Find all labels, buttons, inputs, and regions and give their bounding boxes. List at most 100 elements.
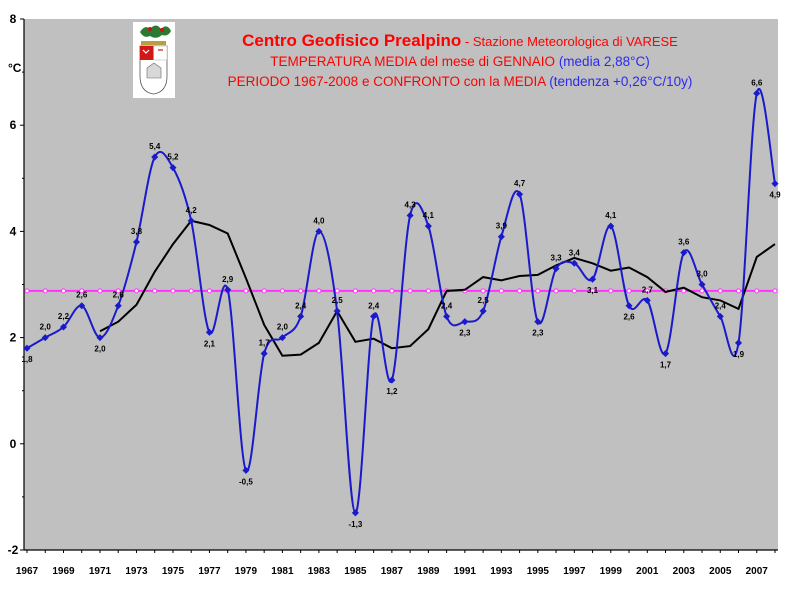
mean-point	[608, 288, 614, 294]
mean-point	[681, 288, 687, 294]
x-tick-label: 2003	[673, 566, 696, 577]
temperature-point	[406, 211, 414, 220]
data-label: 4,3	[405, 200, 417, 209]
data-label: 2,6	[113, 291, 125, 300]
x-tick-label: 1995	[527, 566, 550, 577]
mean-point	[170, 288, 176, 294]
data-label: -0,5	[239, 477, 253, 486]
title-line3-main: PERIODO 1967-2008 e CONFRONTO con la MED…	[228, 74, 550, 89]
data-label: 3,9	[496, 222, 508, 231]
x-tick-label: 2001	[636, 566, 659, 577]
title-line1-bold: Centro Geofisico Prealpino	[242, 31, 461, 50]
mean-point	[736, 288, 742, 294]
data-label: 2,2	[58, 312, 70, 321]
data-label: 2,0	[40, 323, 52, 332]
chart-subtitle-1: TEMPERATURA MEDIA del mese di GENNAIO (m…	[270, 54, 650, 69]
temperature-point	[41, 334, 49, 342]
data-label: 1,2	[386, 387, 398, 396]
mean-point	[261, 288, 267, 294]
data-label: 2,9	[222, 275, 234, 284]
data-label: 3,4	[569, 248, 581, 257]
temperature-point	[443, 312, 451, 320]
x-tick-label: 1973	[125, 566, 148, 577]
mean-point	[553, 288, 559, 294]
data-label: 4,0	[313, 216, 325, 225]
mean-point	[152, 288, 158, 294]
temperature-point	[132, 238, 140, 246]
temperature-point	[205, 328, 213, 336]
y-tick-label: 0	[10, 437, 17, 451]
mean-point	[243, 288, 249, 294]
x-tick-label: 1987	[381, 566, 404, 577]
x-tick-label: 1999	[600, 566, 623, 577]
coat-of-arms-logo	[133, 22, 175, 98]
temperature-point	[753, 89, 761, 97]
mean-point	[371, 288, 377, 294]
temperature-point	[497, 233, 505, 241]
data-label: 2,6	[623, 313, 635, 322]
temperature-point	[534, 318, 542, 326]
y-tick-label: 2	[10, 331, 17, 345]
data-labels: 1,8 2,0 2,2 2,6 2,0 2,6 3,8 5,4 5,2 4,2 2,1 2,9 -0,5…	[21, 78, 781, 528]
temperature-point	[479, 307, 487, 315]
title-line3-paren: (tendenza +0,26°C/10y)	[549, 74, 692, 89]
series	[23, 88, 779, 517]
data-label: 1,9	[733, 350, 745, 359]
data-label: 2,5	[332, 296, 344, 305]
mean-point	[772, 288, 778, 294]
mean-point	[133, 288, 139, 294]
mean-point	[480, 288, 486, 294]
moving-average-line	[99, 219, 776, 357]
temperature-point	[716, 312, 724, 320]
title-line2-main: TEMPERATURA MEDIA del mese di GENNAIO	[270, 54, 559, 69]
temperature-point	[680, 249, 688, 257]
data-label: 1,7	[660, 361, 672, 370]
temperature-point	[625, 302, 633, 310]
x-tick-label: 1967	[16, 566, 39, 577]
mean-point	[316, 288, 322, 294]
data-label: 2,0	[277, 323, 289, 332]
temperature-point	[333, 307, 341, 315]
x-tick-label: 1993	[490, 566, 513, 577]
data-label: 2,4	[295, 301, 307, 310]
temperature-point	[570, 259, 578, 267]
data-label: 3,6	[678, 238, 690, 247]
temperature-point	[169, 164, 177, 172]
temperature-point	[698, 280, 706, 289]
data-label: 4,1	[605, 211, 617, 220]
mean-point	[644, 288, 650, 294]
x-tick-label: 1969	[52, 566, 75, 577]
mean-point	[754, 288, 760, 294]
title-line2-paren: (media 2,88°C)	[559, 54, 650, 69]
data-label: 2,6	[76, 291, 88, 300]
mean-point	[571, 288, 577, 294]
data-label: 2,7	[642, 285, 654, 294]
temperature-point	[260, 349, 268, 358]
temperature-point	[187, 217, 195, 225]
data-label: 4,7	[514, 179, 526, 188]
data-label: 5,4	[149, 142, 161, 151]
mean-point	[206, 288, 212, 294]
x-tick-label: 2007	[746, 566, 769, 577]
mean-point	[97, 288, 103, 294]
y-tick-label: 6	[10, 118, 17, 132]
y-axis-label: °C	[8, 61, 22, 75]
temperature-point	[370, 312, 378, 320]
data-label: 2,4	[441, 301, 453, 310]
plot-area	[24, 19, 778, 550]
temperature-point	[151, 153, 159, 161]
x-tick-label: 1991	[454, 566, 477, 577]
mean-point	[717, 288, 723, 294]
x-tick-label: 1981	[271, 566, 294, 577]
y-tick-label: 8	[10, 12, 17, 26]
mean-point	[517, 288, 523, 294]
mean-point	[352, 288, 358, 294]
mean-point	[334, 288, 340, 294]
temperature-point	[643, 296, 651, 304]
data-label: 2,0	[94, 345, 106, 354]
temperature-point	[297, 312, 305, 320]
temperature-point	[242, 466, 250, 474]
x-tick-label: 1971	[89, 566, 112, 577]
data-label: 2,3	[459, 329, 471, 338]
